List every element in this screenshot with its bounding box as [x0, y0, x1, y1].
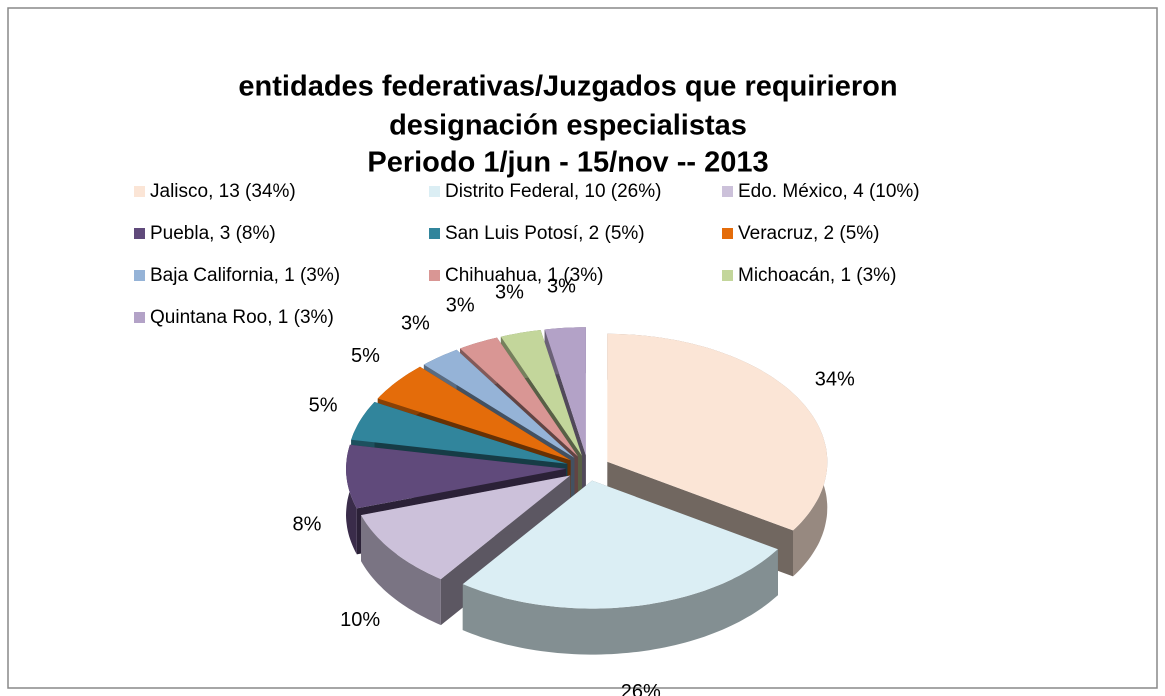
legend-swatch: [722, 228, 733, 239]
legend-label: Baja California, 1 (3%): [150, 265, 340, 286]
data-label: 3%: [495, 282, 524, 304]
slice-side: [462, 549, 778, 655]
legend-swatch: [134, 312, 145, 323]
data-label: 5%: [351, 345, 380, 367]
legend-swatch: [134, 186, 145, 197]
slice: [377, 366, 571, 461]
slice: [351, 402, 568, 464]
legend-label: San Luis Potosí, 2 (5%): [445, 223, 645, 244]
legend-label: Chihuahua, 1 (3%): [445, 265, 603, 286]
slice: [544, 327, 586, 456]
data-label: 26%: [621, 681, 661, 696]
chart-title: entidades federativas/Juzgados que requi…: [238, 71, 897, 103]
data-label: 34%: [815, 369, 855, 391]
slice: [500, 330, 582, 456]
data-label: 3%: [547, 275, 576, 297]
slice-side: [361, 515, 441, 626]
slice: [607, 333, 828, 531]
legend-swatch: [134, 270, 145, 281]
legend-label: Jalisco, 13 (34%): [150, 181, 296, 202]
chart-title: designación especialistas: [389, 110, 747, 142]
legend-label: Puebla, 3 (8%): [150, 223, 276, 244]
data-label: 10%: [340, 609, 380, 631]
slice: [460, 337, 578, 457]
legend-label: Distrito Federal, 10 (26%): [445, 181, 661, 202]
legend-label: Quintana Roo, 1 (3%): [150, 307, 334, 328]
chart-title: Periodo 1/jun - 15/nov -- 2013: [367, 147, 768, 179]
slice: [423, 349, 575, 458]
legend-label: Veracruz, 2 (5%): [738, 223, 880, 244]
legend-label: Edo. México, 4 (10%): [738, 181, 920, 202]
data-label: 3%: [401, 313, 430, 335]
legend-swatch: [429, 228, 440, 239]
data-label: 5%: [309, 395, 338, 417]
legend-swatch: [429, 270, 440, 281]
legend-swatch: [722, 270, 733, 281]
slice: [346, 444, 566, 509]
slice: [361, 475, 571, 580]
legend-swatch: [134, 228, 145, 239]
legend-label: Michoacán, 1 (3%): [738, 265, 896, 286]
legend-swatch: [429, 186, 440, 197]
data-label: 8%: [293, 514, 322, 536]
data-label: 3%: [446, 294, 475, 316]
slice: [462, 480, 778, 609]
legend-swatch: [722, 186, 733, 197]
